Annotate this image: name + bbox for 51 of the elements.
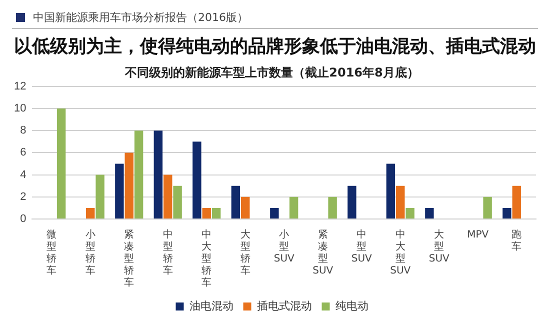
- y-tick-label: 2: [20, 190, 26, 203]
- bar: [386, 164, 396, 218]
- bar: [406, 208, 414, 218]
- bar: [96, 174, 104, 218]
- y-tick-label: 10: [14, 102, 26, 115]
- x-tick-label: 大型SUV: [428, 228, 450, 265]
- x-tick-label: 小型轿车: [85, 228, 96, 277]
- x-tick-label: 中大型轿车: [202, 228, 212, 289]
- bar: [241, 196, 250, 218]
- x-tick-label: 大型轿车: [240, 228, 250, 277]
- y-tick-label: 8: [20, 124, 26, 137]
- bar: [348, 186, 356, 218]
- bar: [173, 186, 182, 218]
- bar: [396, 186, 405, 218]
- bar: [512, 186, 521, 218]
- bar: [328, 196, 337, 218]
- bar: [56, 108, 66, 218]
- bar: [502, 208, 512, 218]
- chart-title: 以低级别为主，使得纯电动的品牌形象低于油电混动、插电式混动: [13, 35, 537, 58]
- bar: [289, 196, 298, 218]
- bar: [154, 130, 163, 218]
- x-tick-label: 中型SUV: [351, 228, 372, 265]
- bar: [231, 186, 240, 218]
- y-tick-label: 0: [20, 213, 26, 226]
- legend-label: 插电式混动: [256, 300, 312, 313]
- chart-subtitle: 不同级别的新能源车型上市数量（截止2016年8月底）: [124, 65, 419, 80]
- bar: [212, 208, 221, 218]
- bar: [115, 164, 124, 218]
- text: 中国新能源乘用车市场分析报告（2016版）: [33, 10, 248, 24]
- x-tick-label: 微型轿车: [46, 230, 57, 277]
- bar: [270, 208, 279, 218]
- x-tick-label: 小型SUV: [274, 228, 295, 265]
- x-tick-label: 跑车: [512, 228, 522, 253]
- x-tick-label: 中型轿车: [162, 228, 173, 277]
- y-tick-label: 12: [14, 80, 26, 92]
- bar: [192, 142, 202, 218]
- x-tick-label: MPV: [467, 230, 489, 241]
- x-tick-label: 中大型SUV: [390, 228, 411, 277]
- y-tick-label: 4: [20, 168, 26, 181]
- y-tick-label: 6: [20, 146, 26, 159]
- x-tick-label: 紧凑型SUV: [312, 228, 334, 277]
- legend-label: 纯电动: [335, 300, 368, 313]
- x-tick-label: 紧凑型轿车: [124, 228, 134, 289]
- bar: [202, 208, 211, 218]
- bar: [483, 196, 492, 218]
- bar: [134, 130, 144, 218]
- legend-label: 油电混动: [189, 300, 234, 313]
- bar: [164, 174, 172, 218]
- bar: [86, 208, 95, 218]
- bar: [425, 208, 434, 218]
- bar: [124, 152, 134, 218]
